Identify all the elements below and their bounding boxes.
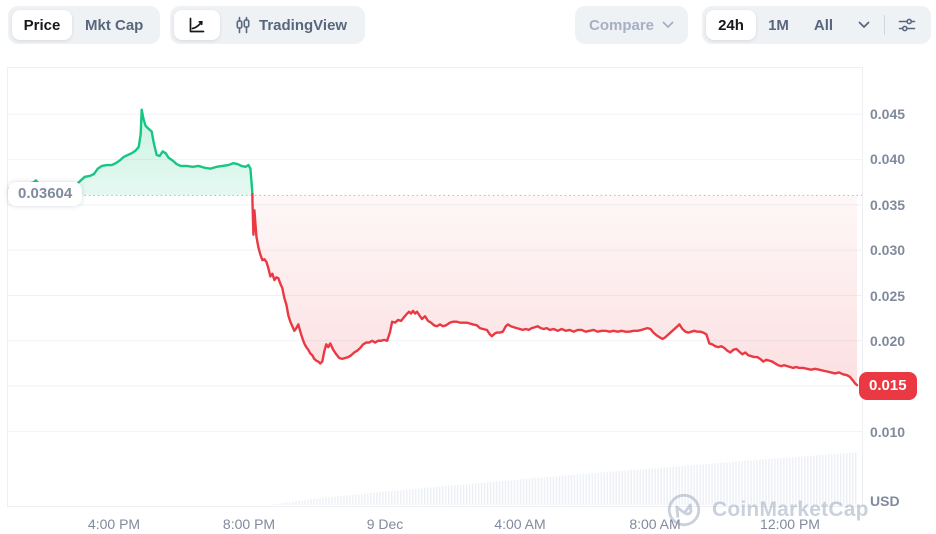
- y-axis-label: 0.010: [870, 424, 906, 440]
- time-range-toggle: 24h 1M All: [702, 6, 931, 44]
- y-axis-unit: USD: [870, 493, 900, 509]
- coinmarketcap-watermark: CoinMarketCap: [665, 491, 869, 529]
- x-axis-label: 8:00 PM: [222, 516, 276, 532]
- tradingview-button[interactable]: TradingView: [220, 10, 361, 40]
- y-axis-label: 0.020: [870, 333, 906, 349]
- chevron-down-icon: [662, 21, 674, 29]
- x-axis-label: 8:00 AM: [629, 516, 681, 532]
- chart-settings-button[interactable]: [887, 10, 927, 40]
- range-all-button[interactable]: All: [801, 10, 846, 40]
- current-price-badge: 0.015: [859, 371, 917, 400]
- line-chart-icon: [187, 15, 207, 35]
- range-24h-button[interactable]: 24h: [706, 10, 756, 40]
- chevron-down-icon: [858, 21, 870, 29]
- chart-view-toggle: TradingView: [170, 6, 366, 44]
- x-axis-label: 4:00 PM: [87, 516, 141, 532]
- sliders-icon: [897, 15, 917, 35]
- chart-toolbar: Price Mkt Cap TradingView Compare: [0, 0, 936, 50]
- x-axis-label: 12:00 PM: [760, 516, 820, 532]
- baseline-price-label: 0.03604: [8, 182, 83, 207]
- tradingview-label: TradingView: [259, 16, 348, 34]
- x-axis-label: 9 Dec: [366, 516, 404, 532]
- price-tab[interactable]: Price: [12, 10, 72, 40]
- y-axis-label: 0.045: [870, 105, 906, 122]
- y-axis-label: 0.035: [870, 196, 906, 213]
- compare-label: Compare: [589, 16, 655, 34]
- compare-button[interactable]: Compare: [575, 6, 689, 44]
- mkt-cap-tab[interactable]: Mkt Cap: [72, 10, 156, 40]
- price-chart-plot[interactable]: [8, 68, 862, 506]
- coinmarketcap-logo-icon: [665, 491, 703, 529]
- candlestick-icon: [234, 15, 252, 35]
- y-axis-label: 0.040: [870, 151, 906, 167]
- x-axis-label: 4:00 AM: [494, 516, 546, 532]
- line-chart-view-button[interactable]: [174, 10, 220, 40]
- chart-type-toggle: Price Mkt Cap: [8, 6, 161, 44]
- y-axis-label: 0.030: [870, 242, 906, 258]
- price-chart[interactable]: CoinMarketCap: [7, 67, 868, 527]
- range-more-button[interactable]: [846, 10, 882, 40]
- watermark-text: CoinMarketCap: [712, 498, 869, 521]
- y-axis-label: 0.025: [870, 287, 906, 304]
- toolbar-divider: [884, 15, 885, 35]
- range-1m-button[interactable]: 1M: [756, 10, 801, 40]
